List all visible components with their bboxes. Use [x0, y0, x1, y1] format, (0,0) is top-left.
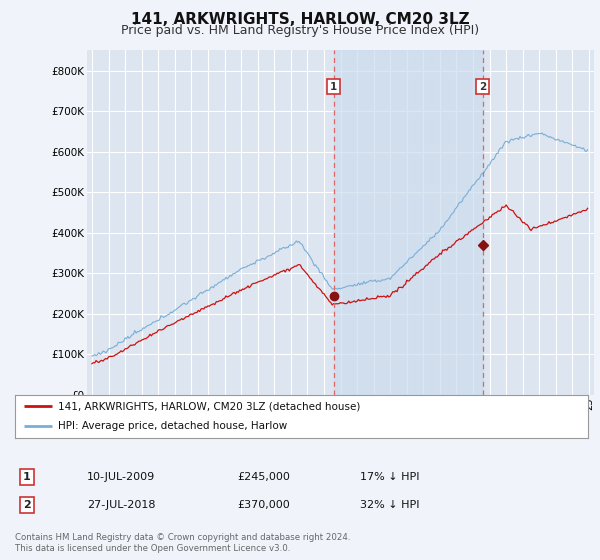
- Text: 1: 1: [23, 472, 31, 482]
- Text: £245,000: £245,000: [237, 472, 290, 482]
- Text: HPI: Average price, detached house, Harlow: HPI: Average price, detached house, Harl…: [58, 421, 287, 431]
- Text: £370,000: £370,000: [237, 500, 290, 510]
- Text: 2: 2: [479, 82, 487, 92]
- Text: 1: 1: [330, 82, 337, 92]
- Text: Contains HM Land Registry data © Crown copyright and database right 2024.
This d: Contains HM Land Registry data © Crown c…: [15, 533, 350, 553]
- Text: Price paid vs. HM Land Registry's House Price Index (HPI): Price paid vs. HM Land Registry's House …: [121, 24, 479, 37]
- Text: 2: 2: [23, 500, 31, 510]
- Text: 27-JUL-2018: 27-JUL-2018: [87, 500, 155, 510]
- Text: 17% ↓ HPI: 17% ↓ HPI: [360, 472, 419, 482]
- Text: 141, ARKWRIGHTS, HARLOW, CM20 3LZ (detached house): 141, ARKWRIGHTS, HARLOW, CM20 3LZ (detac…: [58, 402, 361, 412]
- Bar: [334, 50, 483, 395]
- Text: 141, ARKWRIGHTS, HARLOW, CM20 3LZ: 141, ARKWRIGHTS, HARLOW, CM20 3LZ: [131, 12, 469, 27]
- Text: 10-JUL-2009: 10-JUL-2009: [87, 472, 155, 482]
- Text: 32% ↓ HPI: 32% ↓ HPI: [360, 500, 419, 510]
